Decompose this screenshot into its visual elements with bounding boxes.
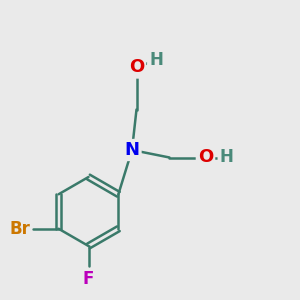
Text: O: O [198,148,213,166]
Text: F: F [83,270,94,288]
Text: H: H [149,51,163,69]
Text: Br: Br [9,220,30,238]
Text: N: N [124,141,140,159]
Text: H: H [220,148,233,166]
Text: O: O [129,58,144,76]
